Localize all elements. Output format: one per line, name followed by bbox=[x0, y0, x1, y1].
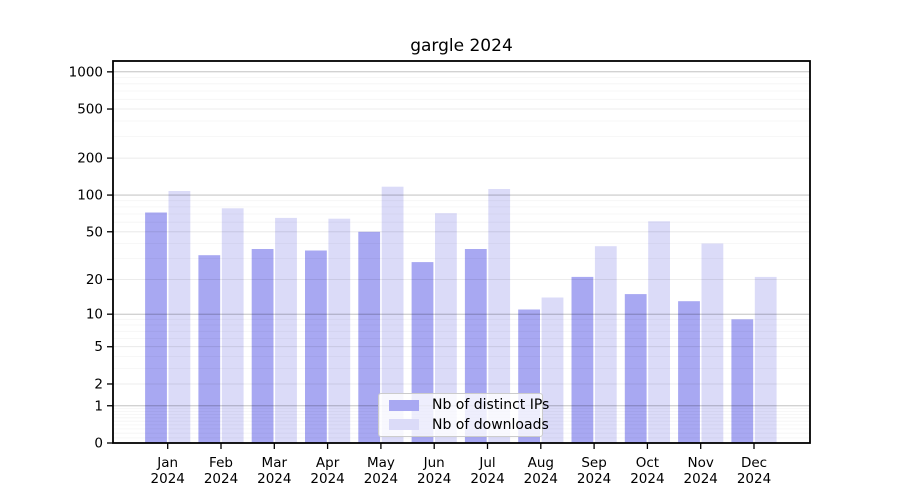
y-tick-label: 100 bbox=[77, 188, 103, 204]
bar-downloads-jun bbox=[435, 213, 457, 443]
x-tick-label-year: 2024 bbox=[257, 471, 291, 487]
y-tick-label: 50 bbox=[86, 224, 103, 240]
x-tick-label-month: Dec bbox=[741, 455, 767, 471]
x-tick-label-month: Jul bbox=[478, 455, 495, 471]
bar-downloads-aug bbox=[541, 297, 564, 443]
x-tick-label-year: 2024 bbox=[151, 471, 185, 487]
y-tick-label: 500 bbox=[77, 102, 103, 118]
bar-distinct-ips-nov bbox=[678, 301, 700, 443]
x-tick-label-year: 2024 bbox=[204, 471, 238, 487]
y-tick-label: 5 bbox=[94, 339, 103, 355]
x-tick-label-year: 2024 bbox=[470, 471, 504, 487]
y-tick-label: 10 bbox=[86, 307, 103, 323]
x-tick-label-year: 2024 bbox=[364, 471, 398, 487]
y-tick-label: 20 bbox=[86, 272, 103, 288]
chart-title: gargle 2024 bbox=[410, 36, 513, 56]
x-tick-label-year: 2024 bbox=[577, 471, 611, 487]
x-tick-label-month: Aug bbox=[528, 455, 554, 471]
y-tick-label: 0 bbox=[94, 436, 103, 452]
plot-frame bbox=[112, 60, 811, 444]
bar-downloads-dec bbox=[754, 276, 777, 443]
bar-distinct-ips-dec bbox=[731, 319, 754, 443]
x-tick-label-year: 2024 bbox=[684, 471, 718, 487]
bar-distinct-ips-apr bbox=[305, 250, 327, 443]
x-tick-label-month: Nov bbox=[688, 455, 714, 471]
legend-row-downloads: Nb of downloads bbox=[389, 417, 549, 433]
legend-swatch-downloads bbox=[389, 419, 419, 431]
legend-swatch-distinct-ips bbox=[389, 399, 419, 411]
x-tick-label-year: 2024 bbox=[737, 471, 771, 487]
bar-distinct-ips-may bbox=[358, 231, 381, 443]
bar-downloads-mar bbox=[275, 217, 297, 443]
bar-downloads-apr bbox=[328, 218, 351, 443]
bar-distinct-ips-oct bbox=[624, 294, 647, 443]
x-tick-label-month: Apr bbox=[316, 455, 340, 471]
legend-label-distinct-ips: Nb of distinct IPs bbox=[432, 397, 550, 414]
bar-distinct-ips-mar bbox=[251, 249, 274, 443]
bar-downloads-jan bbox=[168, 191, 191, 443]
bar-downloads-sep bbox=[594, 246, 617, 443]
bar-distinct-ips-sep bbox=[571, 276, 594, 443]
x-tick-label-month: Sep bbox=[581, 455, 606, 471]
x-tick-label-month: Feb bbox=[209, 455, 233, 471]
y-tick-label: 200 bbox=[77, 151, 103, 167]
bar-distinct-ips-feb bbox=[198, 255, 221, 443]
bar-downloads-may bbox=[381, 186, 404, 443]
x-tick-label-month: Jun bbox=[423, 455, 445, 471]
x-tick-label-year: 2024 bbox=[630, 471, 664, 487]
x-tick-label-year: 2024 bbox=[524, 471, 558, 487]
bar-downloads-oct bbox=[648, 221, 670, 443]
legend-row-distinct-ips: Nb of distinct IPs bbox=[389, 397, 549, 413]
legend: Nb of distinct IPs Nb of downloads bbox=[378, 393, 549, 437]
x-tick-label-month: Oct bbox=[636, 455, 659, 471]
y-tick-label: 2 bbox=[94, 377, 103, 393]
x-tick-label-month: May bbox=[367, 455, 395, 471]
y-tick-label: 1000 bbox=[69, 64, 103, 80]
x-tick-label-month: Mar bbox=[262, 455, 288, 471]
bar-downloads-jul bbox=[488, 189, 511, 443]
bar-downloads-feb bbox=[221, 208, 244, 443]
y-tick-label: 1 bbox=[94, 398, 103, 414]
bar-downloads-nov bbox=[701, 243, 724, 443]
x-tick-label-year: 2024 bbox=[310, 471, 344, 487]
x-tick-label-year: 2024 bbox=[417, 471, 451, 487]
x-tick-label-month: Jan bbox=[156, 455, 178, 471]
bar-distinct-ips-jan bbox=[145, 212, 167, 443]
legend-label-downloads: Nb of downloads bbox=[432, 416, 549, 433]
